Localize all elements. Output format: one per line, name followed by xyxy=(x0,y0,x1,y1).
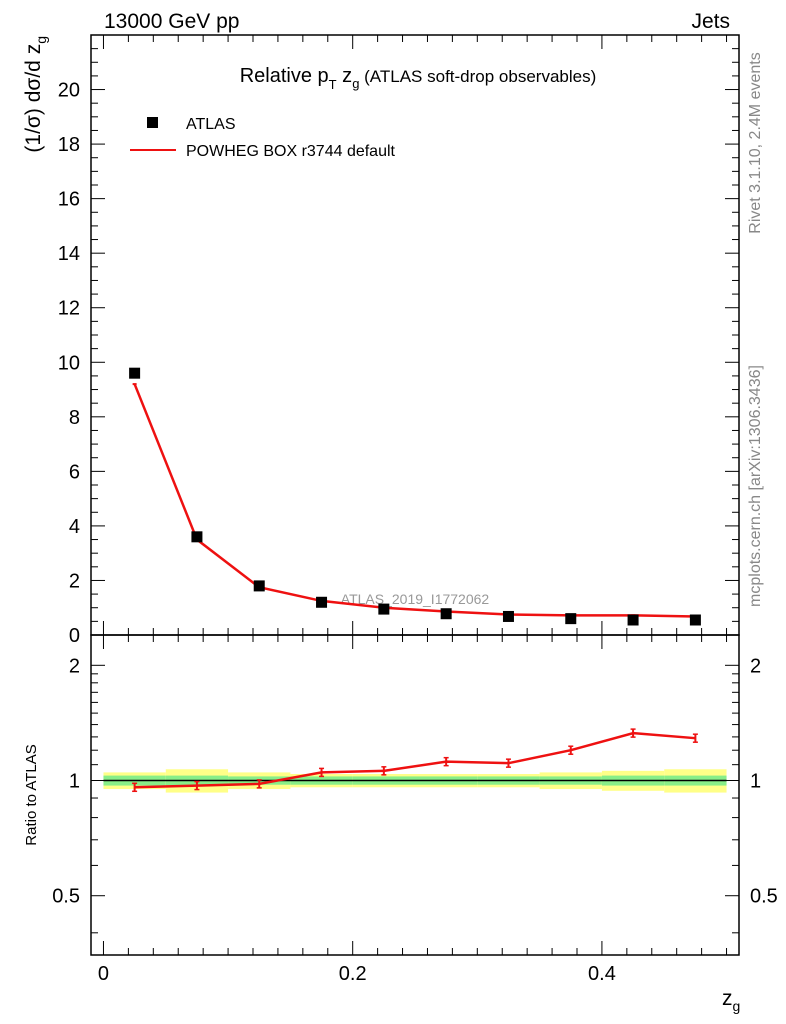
ratio-y-tick-label: 1 xyxy=(69,771,80,793)
y-tick-label: 14 xyxy=(58,243,80,265)
ratio-uncertainty-bands xyxy=(103,769,727,793)
mc-prediction-line xyxy=(133,383,696,618)
y-axis-label-main: (1/σ) dσ/d z xyxy=(22,44,45,153)
plot-title-mid: z xyxy=(337,65,353,87)
x-axis-label-main: z xyxy=(722,987,733,1010)
x-tick-label: 0.2 xyxy=(339,963,367,985)
header-energy: 13000 GeV pp xyxy=(104,10,239,33)
y-tick-label: 6 xyxy=(69,461,80,483)
y-tick-label: 16 xyxy=(58,189,80,211)
y-axis-label-sub: g xyxy=(33,36,49,44)
atlas-data-point xyxy=(191,531,203,543)
atlas-data-point xyxy=(502,610,514,622)
x-axis-label: zg xyxy=(722,987,740,1014)
atlas-data-point xyxy=(689,614,701,626)
atlas-data-point xyxy=(316,596,328,608)
ratio-y-tick-label: 0.5 xyxy=(52,886,80,908)
rivet-version-text: Rivet 3.1.10, 2.4M events xyxy=(747,52,764,233)
ratio-panel-frame xyxy=(90,634,740,956)
atlas-data-point xyxy=(440,608,452,620)
ratio-mc-line xyxy=(134,731,696,789)
legend-atlas-marker xyxy=(147,117,158,128)
atlas-data-point xyxy=(565,613,577,625)
y-tick-label: 2 xyxy=(69,570,80,592)
plot-title-sub-g: g xyxy=(352,76,359,91)
y-axis-label: (1/σ) dσ/d zg xyxy=(22,36,49,153)
plot-title-rest: (ATLAS soft-drop observables) xyxy=(359,67,596,86)
y-tick-label: 8 xyxy=(69,407,80,429)
ratio-y-axis-label: Ratio to ATLAS xyxy=(23,744,40,845)
y-tick-label: 0 xyxy=(69,625,80,647)
y-tick-label: 10 xyxy=(58,352,80,374)
ratio-panel: 0.5 0.5 1 1 2 2 Ratio to ATLAS xyxy=(23,635,778,955)
ratio-y-tick-label: 2 xyxy=(750,655,761,677)
main-data-layer xyxy=(129,367,701,626)
ratio-y-tick-label: 1 xyxy=(750,771,761,793)
atlas-data-point xyxy=(129,367,141,379)
main-y-tick-labels: 0 2 4 6 8 10 12 14 16 18 20 xyxy=(58,80,80,647)
ratio-axis-ticks xyxy=(91,635,739,955)
x-tick-label: 0.4 xyxy=(588,963,616,985)
header-process: Jets xyxy=(691,10,730,33)
mcplots-text: mcplots.cern.ch [arXiv:1306.3436] xyxy=(747,365,764,607)
legend-atlas-label: ATLAS xyxy=(186,116,236,133)
x-tick-labels: 0 0.2 0.4 xyxy=(98,963,616,985)
analysis-watermark: ATLAS_2019_I1772062 xyxy=(341,591,490,607)
y-tick-label: 20 xyxy=(58,80,80,102)
x-axis-label-sub: g xyxy=(733,998,741,1014)
ratio-y-tick-label: 0.5 xyxy=(750,886,778,908)
atlas-data-point xyxy=(378,603,390,615)
y-tick-label: 4 xyxy=(69,516,80,538)
plot-title-sub-t: T xyxy=(329,77,337,92)
y-tick-label: 12 xyxy=(58,298,80,320)
plot-title: Relative pT zg (ATLAS soft-drop observab… xyxy=(240,65,597,92)
plot-title-main: Relative p xyxy=(240,65,329,87)
ratio-y-tick-label: 2 xyxy=(69,655,80,677)
atlas-data-point xyxy=(253,580,265,592)
y-tick-label: 18 xyxy=(58,134,80,156)
x-tick-label: 0 xyxy=(98,963,109,985)
legend-powheg-label: POWHEG BOX r3744 default xyxy=(186,143,396,160)
atlas-data-point xyxy=(627,614,639,626)
legend: ATLAS POWHEG BOX r3744 default xyxy=(130,116,396,160)
ratio-y-tick-labels: 0.5 0.5 1 1 2 2 xyxy=(52,655,778,907)
ratio-data-layer xyxy=(132,728,698,793)
